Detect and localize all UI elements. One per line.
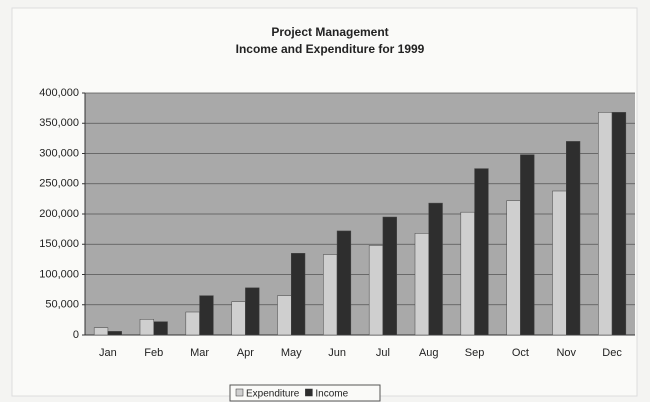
bar (598, 112, 613, 336)
x-tick-label: Jul (376, 347, 390, 359)
bar (520, 154, 535, 336)
bar (611, 112, 627, 336)
y-tick-label: 300,000 (39, 147, 79, 159)
legend-label: Expenditure (246, 389, 300, 400)
bar (506, 200, 521, 336)
bar (93, 327, 109, 336)
bar (428, 202, 443, 336)
y-tick-label: 350,000 (39, 117, 79, 129)
bar (185, 311, 200, 336)
chart-subtitle: Income and Expenditure for 1999 (236, 42, 425, 56)
y-tick-label: 50,000 (45, 299, 79, 311)
chart-title: Project Management (271, 25, 388, 39)
x-tick-label: Dec (602, 347, 622, 359)
bar (199, 295, 214, 336)
bar (552, 190, 567, 336)
x-tick-label: Apr (237, 347, 254, 359)
y-tick-label: 250,000 (39, 178, 79, 190)
bar (291, 253, 306, 336)
legend-swatch (235, 388, 244, 397)
y-tick-label: 0 (73, 329, 79, 341)
y-tick-label: 150,000 (39, 238, 79, 250)
bar (336, 230, 352, 336)
x-tick-label: Aug (419, 347, 439, 359)
bar (460, 211, 475, 336)
bar (245, 287, 260, 336)
x-tick-label: Oct (512, 347, 529, 359)
y-tick-label: 100,000 (39, 268, 79, 280)
bar (277, 295, 292, 336)
x-tick-label: May (281, 347, 302, 359)
bar (474, 168, 489, 336)
legend-label: Income (315, 389, 348, 400)
y-tick-label: 200,000 (39, 208, 79, 220)
bar (368, 245, 384, 336)
x-tick-label: Feb (144, 347, 163, 359)
x-tick-label: Mar (190, 347, 209, 359)
bar (566, 141, 581, 336)
bar (382, 216, 397, 336)
bar (414, 233, 429, 336)
x-tick-label: Jun (328, 347, 346, 359)
legend-swatch (305, 388, 313, 397)
bar (323, 254, 338, 336)
bar (107, 331, 122, 336)
bar (231, 301, 246, 336)
legend-box (229, 384, 381, 402)
bar (153, 321, 168, 336)
bar (139, 319, 154, 336)
x-tick-label: Sep (465, 347, 485, 359)
y-tick-label: 400,000 (39, 87, 79, 99)
x-tick-label: Jan (99, 347, 117, 359)
x-tick-label: Nov (556, 347, 576, 359)
